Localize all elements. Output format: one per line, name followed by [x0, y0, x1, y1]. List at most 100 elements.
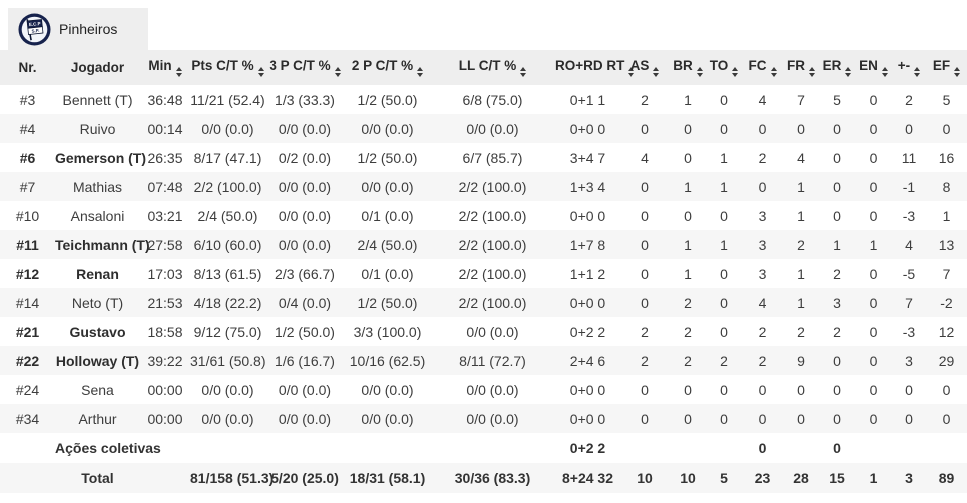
- cell-ll: 30/36 (83.3): [430, 463, 555, 493]
- sort-icon[interactable]: [770, 67, 777, 77]
- cell-to: 0: [720, 265, 728, 282]
- cell-as: 2: [641, 323, 649, 340]
- col-header-as[interactable]: AS: [620, 50, 670, 85]
- col-header-p3[interactable]: 3 P C/T %: [265, 50, 345, 85]
- col-header-reb[interactable]: RO+RD RT: [555, 50, 635, 85]
- cell-fc: 0: [742, 172, 783, 201]
- col-header-pts[interactable]: Pts C/T %: [190, 50, 265, 85]
- col-header-ef[interactable]: EF: [926, 50, 967, 85]
- cell-pm: 4: [892, 230, 926, 259]
- table-row: #22 Holloway (T) 39:22 31/61 (50.8) 1/6 (16.…: [0, 346, 967, 375]
- cell-fr: 0: [783, 114, 819, 143]
- sort-icon[interactable]: [954, 67, 961, 77]
- cell-ef: 16: [938, 149, 955, 166]
- table-row: #21 Gustavo 18:58 9/12 (75.0) 1/2 (50.0) 3/3 …: [0, 317, 967, 346]
- cell-fc: 2: [758, 323, 767, 340]
- cell-pm: 7: [892, 288, 926, 317]
- col-header-min[interactable]: Min: [140, 50, 190, 85]
- cell-er: 0: [833, 381, 841, 398]
- sort-icon[interactable]: [257, 67, 264, 77]
- col-header-label: RO+RD RT: [555, 58, 625, 73]
- cell-reb: 1+1 2: [569, 265, 606, 282]
- col-header-fc[interactable]: FC: [742, 50, 783, 85]
- cell-as: 0: [641, 381, 649, 398]
- cell-ll: 0/0 (0.0): [466, 323, 519, 340]
- cell-er: 0: [833, 149, 841, 166]
- sort-icon[interactable]: [809, 67, 815, 77]
- cell-ef: -2: [926, 288, 967, 317]
- col-header-label: Jogador: [70, 60, 125, 75]
- cell-er: 1: [819, 230, 855, 259]
- cell-er: 0: [819, 346, 855, 375]
- col-header-fr[interactable]: FR: [783, 50, 819, 85]
- cell-br: 10: [670, 463, 706, 493]
- cell-fc: 23: [742, 463, 783, 493]
- cell-reb: 0+1 1: [569, 91, 606, 108]
- cell-en: 0: [855, 114, 892, 143]
- cell-pts: 0/0 (0.0): [190, 114, 265, 143]
- col-header-br[interactable]: BR: [670, 50, 706, 85]
- sort-icon[interactable]: [845, 67, 852, 77]
- sort-icon[interactable]: [653, 67, 660, 77]
- cell-fc: 4: [758, 91, 767, 108]
- sort-icon[interactable]: [881, 67, 888, 77]
- col-header-p2[interactable]: 2 P C/T %: [345, 50, 430, 85]
- cell-en: 1: [855, 463, 892, 493]
- cell-ll: 6/7 (85.7): [462, 149, 523, 166]
- cell-reb: 0+2 2: [569, 323, 606, 340]
- sort-icon[interactable]: [520, 67, 527, 77]
- cell-nr: #22: [0, 346, 55, 375]
- cell-min: 27:58: [140, 230, 190, 259]
- cell-er: 0: [833, 207, 841, 224]
- cell-p2: 1/2 (50.0): [357, 149, 418, 166]
- cell-name: Mathias: [55, 172, 140, 201]
- cell-nr: #12: [15, 265, 40, 282]
- col-header-en[interactable]: EN: [855, 50, 892, 85]
- col-header-label: FR: [787, 58, 805, 73]
- cell-p3: 0/0 (0.0): [278, 381, 332, 398]
- cell-name: Total: [55, 463, 140, 493]
- cell-reb: 0+0 0: [569, 381, 606, 398]
- cell-nr: [0, 433, 55, 463]
- cell-name: Ruivo: [55, 114, 140, 143]
- cell-fc: 0: [742, 404, 783, 433]
- cell-min: [140, 463, 190, 493]
- tab-pinheiros[interactable]: E.C.P S.P. Pinheiros: [8, 8, 148, 50]
- cell-en: 0: [855, 288, 892, 317]
- cell-pts: 0/0 (0.0): [190, 404, 265, 433]
- sort-icon[interactable]: [417, 67, 424, 77]
- cell-reb: 1+3 4: [555, 172, 620, 201]
- cell-as: 0: [620, 404, 670, 433]
- sort-icon[interactable]: [334, 67, 341, 77]
- cell-br: 0: [684, 381, 692, 398]
- cell-p2: 0/0 (0.0): [345, 114, 430, 143]
- col-header-to[interactable]: TO: [706, 50, 742, 85]
- cell-ef: 8: [926, 172, 967, 201]
- sort-icon[interactable]: [696, 67, 703, 77]
- cell-nr: #24: [15, 381, 40, 398]
- cell-pm: -3: [902, 207, 916, 224]
- cell-pts: 2/4 (50.0): [197, 207, 258, 224]
- summary-row: Total 81/158 (51.3) 5/20 (25.0) 18/31 (58.1…: [0, 463, 967, 493]
- cell-as: 0: [620, 288, 670, 317]
- cell-pts: [190, 433, 265, 463]
- cell-to: 0: [706, 114, 742, 143]
- cell-ll: 0/0 (0.0): [466, 381, 519, 398]
- col-header-ll[interactable]: LL C/T %: [430, 50, 555, 85]
- cell-p2: 0/1 (0.0): [361, 207, 414, 224]
- col-header-er[interactable]: ER: [819, 50, 855, 85]
- cell-p3: [265, 433, 345, 463]
- cell-en: 0: [869, 207, 878, 224]
- cell-nr: #34: [0, 404, 55, 433]
- sort-icon[interactable]: [914, 67, 921, 77]
- cell-min: 26:35: [147, 149, 183, 166]
- cell-ll: 0/0 (0.0): [430, 404, 555, 433]
- sort-icon[interactable]: [175, 67, 182, 77]
- cell-en: 0: [869, 91, 878, 108]
- cell-min: 00:00: [147, 381, 183, 398]
- col-header-pm[interactable]: +-: [892, 50, 926, 85]
- cell-fc: 3: [758, 207, 767, 224]
- cell-nr: #10: [15, 207, 40, 224]
- cell-pts: 31/61 (50.8): [190, 346, 266, 375]
- sort-icon[interactable]: [732, 67, 739, 77]
